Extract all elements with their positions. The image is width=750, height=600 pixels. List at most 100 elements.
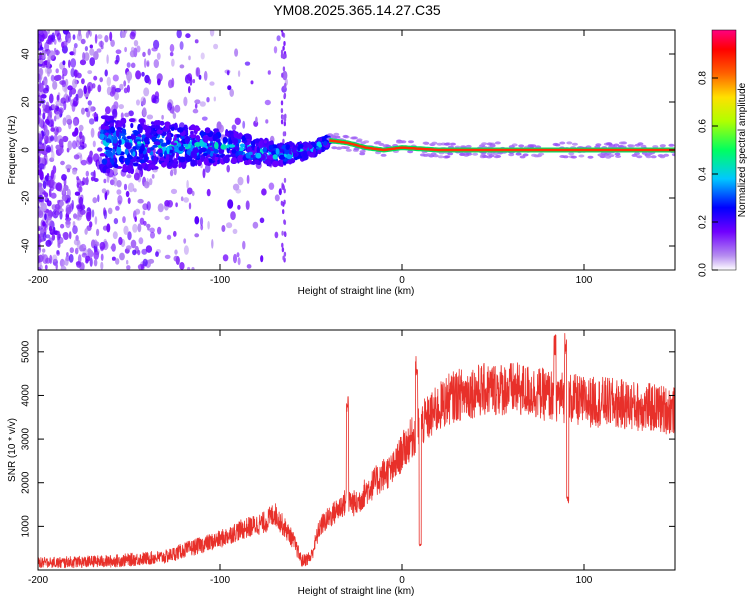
- spectrogram-band-cell: [231, 149, 237, 154]
- spectrogram-noise-cell: [44, 213, 47, 221]
- spectrogram-halo-cell: [629, 144, 636, 148]
- spectrogram-band-cell: [137, 141, 142, 145]
- spectrogram-halo-cell: [486, 142, 493, 146]
- spectrogram-noise-cell: [82, 143, 87, 149]
- spectrogram-halo-cell: [350, 136, 357, 140]
- spectrogram-band-cell: [121, 118, 125, 124]
- spectrogram-halo-cell: [608, 154, 615, 158]
- spectrogram-noise-cell: [194, 99, 201, 105]
- spectrogram-band-cell: [214, 156, 219, 161]
- spectrogram-noise-cell: [62, 67, 68, 77]
- spectrogram-noise-cell: [100, 261, 104, 270]
- spectrogram-noise-cell: [63, 100, 67, 111]
- spectrogram-halo-cell: [380, 153, 387, 157]
- spectrogram-noise-cell: [38, 54, 43, 60]
- spectrogram-noise-cell: [66, 168, 71, 173]
- spectrogram-band-cell: [178, 162, 182, 169]
- spectrogram-halo-cell: [396, 140, 403, 144]
- spectrogram-noise-cell: [200, 224, 204, 231]
- spectrogram-band-cell: [150, 121, 155, 125]
- spectrogram-noise-cell: [83, 85, 87, 94]
- spectrogram-noise-cell: [107, 207, 113, 215]
- spectrogram-band-cell: [149, 164, 156, 168]
- spectrogram-noise-cell: [70, 58, 77, 68]
- spectrogram-band-cell: [258, 140, 263, 149]
- spectrogram-halo-cell: [535, 154, 542, 158]
- spectrogram-band-cell: [167, 161, 171, 168]
- spectrogram-noise-cell: [147, 225, 150, 231]
- spectrogram-noise-cell: [96, 48, 102, 53]
- spectrogram-noise-cell: [235, 188, 242, 194]
- spectrogram-band-cell: [104, 146, 110, 150]
- spectrogram-band-cell: [206, 148, 211, 155]
- spectrogram-band-cell: [272, 154, 278, 160]
- spectrogram-noise-cell: [62, 30, 69, 35]
- spectrogram-noise-cell: [45, 257, 51, 264]
- spectrogram-noise-cell: [264, 99, 271, 106]
- spectrogram-noise-cell: [133, 172, 140, 181]
- spectrogram-noise-cell: [237, 204, 241, 210]
- spectrogram-noise-cell: [123, 80, 127, 87]
- spectrogram-noise-cell: [47, 30, 50, 35]
- spectrogram-band-cell: [166, 139, 171, 145]
- spectrogram-noise-cell: [141, 248, 148, 255]
- spectrogram-noise-cell: [38, 155, 41, 164]
- spectrogram-noise-cell: [124, 30, 128, 34]
- spectrogram-noise-cell: [66, 188, 71, 198]
- spectrogram-band-cell: [126, 135, 133, 140]
- spectrogram-noise-cell: [45, 118, 50, 124]
- spectrogram-band-cell: [297, 146, 301, 152]
- spectrogram-noise-cell: [273, 46, 278, 54]
- spectrogram-noise-cell: [51, 233, 56, 241]
- spectrogram-halo-cell: [559, 155, 566, 158]
- spectrogram-band-cell: [191, 159, 196, 167]
- spectrogram-band-cell: [181, 161, 187, 169]
- spectrogram-noise-cell: [81, 78, 85, 85]
- spectrogram-noise-cell: [157, 78, 161, 86]
- spectrogram-band-cell: [144, 163, 149, 170]
- spectrogram-band-cell: [202, 152, 208, 157]
- spectrogram-noise-cell: [48, 225, 53, 232]
- spectrogram-halo-cell: [431, 141, 438, 145]
- spectrogram-noise-cell: [45, 145, 51, 153]
- spectrogram-band-cell: [289, 158, 296, 164]
- spectrogram-halo-cell: [408, 140, 414, 144]
- spectrogram-noise-cell: [126, 259, 129, 265]
- spectrogram-band-cell: [263, 140, 267, 144]
- spectrogram-band-cell: [99, 133, 105, 140]
- spectrogram-noise-cell: [38, 242, 41, 249]
- snr-panel: -200 -100 0 100 1000 2000 3000 4000 5000 Height …: [7, 329, 676, 597]
- spectrogram-noise-cell: [119, 83, 124, 91]
- spectrogram-x-tick-label: -200: [28, 275, 48, 286]
- spectrogram-noise-cell: [242, 120, 246, 129]
- spectrogram-band-cell: [168, 157, 173, 162]
- spectrogram-x-label: Height of straight line (km): [298, 286, 415, 297]
- spectrogram-band-cell: [162, 127, 169, 132]
- spectrogram-noise-cell: [156, 52, 161, 60]
- spectrogram-noise-cell: [142, 107, 147, 117]
- spectrogram-noise-cell: [52, 80, 58, 90]
- spectrogram-halo-cell: [432, 154, 439, 158]
- spectrogram-noise-cell: [234, 48, 239, 57]
- colorbar-tick-label: 0.6: [698, 119, 709, 133]
- spectrogram-band-cell: [127, 155, 133, 160]
- spectrogram-noise-cell: [171, 58, 175, 67]
- spectrogram-noise-cell: [179, 64, 185, 69]
- spectrogram-noise-cell: [192, 108, 199, 114]
- spectrogram-noise-cell: [226, 222, 233, 229]
- spectrogram-noise-cell: [123, 87, 128, 94]
- spectrogram-noise-cell: [38, 182, 43, 187]
- spectrogram-noise-cell: [106, 223, 111, 233]
- spectrogram-noise-cell: [56, 94, 60, 103]
- spectrogram-noise-cell: [99, 77, 103, 83]
- spectrogram-noise-cell: [126, 265, 131, 270]
- spectrogram-noise-cell: [85, 255, 91, 262]
- spectrogram-noise-cell: [169, 169, 174, 177]
- spectrogram-halo-cell: [436, 142, 443, 146]
- spectrogram-halo-cell: [614, 152, 621, 156]
- spectrogram-noise-cell: [123, 225, 129, 235]
- spectrogram-noise-cell: [148, 258, 155, 264]
- spectrogram-noise-cell: [232, 228, 238, 234]
- spectrogram-noise-cell: [174, 249, 178, 255]
- spectrogram-noise-cell: [130, 62, 136, 69]
